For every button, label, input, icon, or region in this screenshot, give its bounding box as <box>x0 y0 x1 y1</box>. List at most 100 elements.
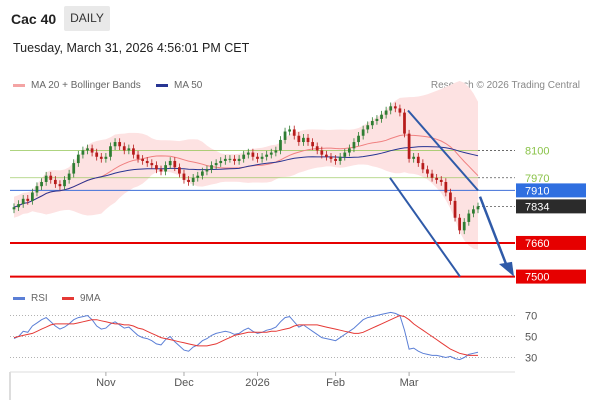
candle-body <box>86 148 89 151</box>
candle-body <box>214 163 218 166</box>
x-tick-Feb: Feb <box>326 377 345 389</box>
candle-body <box>76 154 80 164</box>
projection-arrow-shaft <box>478 196 508 265</box>
candle-body <box>306 137 310 143</box>
candle-body <box>403 112 406 134</box>
candle-body <box>141 158 145 161</box>
ma50-line <box>13 146 479 208</box>
candle-body <box>384 110 388 115</box>
candle-body <box>40 181 43 187</box>
candle-body <box>237 158 241 161</box>
candle-body <box>49 175 53 180</box>
candle-body <box>136 154 140 159</box>
period-selector-button[interactable]: DAILY <box>64 6 110 31</box>
candle-body <box>435 177 439 180</box>
candle-body <box>81 150 85 155</box>
level-tag-7910 <box>516 183 586 198</box>
candle-body <box>393 106 397 109</box>
candle-body <box>12 207 16 210</box>
candle-body <box>398 108 402 113</box>
candle-body <box>426 169 429 174</box>
candle-body <box>21 198 25 205</box>
level-label-8100: 8100 <box>525 145 549 157</box>
candle-body <box>389 106 393 111</box>
rsi-ma-line <box>13 314 478 356</box>
candle-body <box>122 146 126 151</box>
candle-body <box>30 192 34 201</box>
candle-body <box>173 160 177 168</box>
rsi-swatch <box>13 296 25 300</box>
candle-body <box>357 135 360 143</box>
candle-body <box>228 158 232 160</box>
level-tag-7834 <box>516 199 586 214</box>
candle-body <box>366 125 370 130</box>
candle-body <box>210 165 213 170</box>
candle-body <box>251 152 255 157</box>
candle-body <box>449 192 452 201</box>
candle-body <box>412 156 416 159</box>
rsi-tick-70: 70 <box>525 311 537 323</box>
candle-body <box>458 217 462 231</box>
candle-body <box>95 152 99 157</box>
candle-body <box>343 152 347 157</box>
candle-body <box>407 133 411 159</box>
candle-body <box>26 198 30 201</box>
candle-body <box>246 152 250 155</box>
candle-body <box>472 209 475 214</box>
candle-body <box>416 156 420 164</box>
candle-body <box>347 148 351 153</box>
candle-body <box>370 121 374 126</box>
candle-body <box>44 175 48 182</box>
level-label-7500: 7500 <box>525 272 549 284</box>
candle-body <box>223 158 227 161</box>
candle-body <box>361 129 365 136</box>
level-label-7660: 7660 <box>525 238 549 250</box>
candle-body <box>256 156 259 159</box>
candle-body <box>145 160 149 164</box>
candle-body <box>58 184 62 187</box>
candle-body <box>63 179 66 187</box>
bollinger-band <box>14 81 478 250</box>
candle-body <box>159 169 163 172</box>
candle-body <box>311 142 314 147</box>
level-tag-7500 <box>516 269 586 284</box>
candle-body <box>338 156 342 161</box>
candle-body <box>329 156 333 159</box>
candle-body <box>132 148 135 155</box>
candle-body <box>375 118 379 122</box>
level-label-7970: 7970 <box>525 173 549 185</box>
channel-lower-line <box>389 177 461 278</box>
candle-body <box>164 165 167 172</box>
timestamp: Tuesday, March 31, 2026 4:56:01 PM CET <box>13 41 250 55</box>
ma50-legend-label: MA 50 <box>174 80 203 91</box>
x-tick-Mar: Mar <box>400 377 419 389</box>
candle-body <box>200 171 204 176</box>
projection-arrow-head <box>499 261 514 277</box>
candle-body <box>453 200 457 218</box>
candle-body <box>297 135 301 143</box>
candle-body <box>269 152 273 155</box>
candle-body <box>35 186 39 193</box>
candle-body <box>444 181 448 193</box>
candle-body <box>315 146 319 151</box>
rsi-legend-label: RSI <box>31 293 48 304</box>
level-label-7910: 7910 <box>525 185 549 197</box>
candle-body <box>242 154 246 159</box>
candle-body <box>233 158 236 161</box>
candle-body <box>155 165 158 170</box>
rsi-line <box>13 311 479 361</box>
candle-body <box>150 163 154 166</box>
candle-body <box>334 158 337 161</box>
level-tag-7660 <box>516 235 586 250</box>
candle-body <box>187 179 190 182</box>
research-credit: Research © 2026 Trading Central <box>430 80 580 91</box>
candle-body <box>302 137 305 143</box>
candle-body <box>421 163 425 170</box>
ma20-legend-label: MA 20 + Bollinger Bands <box>31 80 141 91</box>
candle-body <box>265 154 269 157</box>
candle-body <box>288 129 292 132</box>
ma50-swatch <box>156 83 168 87</box>
candle-body <box>476 206 480 210</box>
channel-upper-line <box>407 109 479 192</box>
